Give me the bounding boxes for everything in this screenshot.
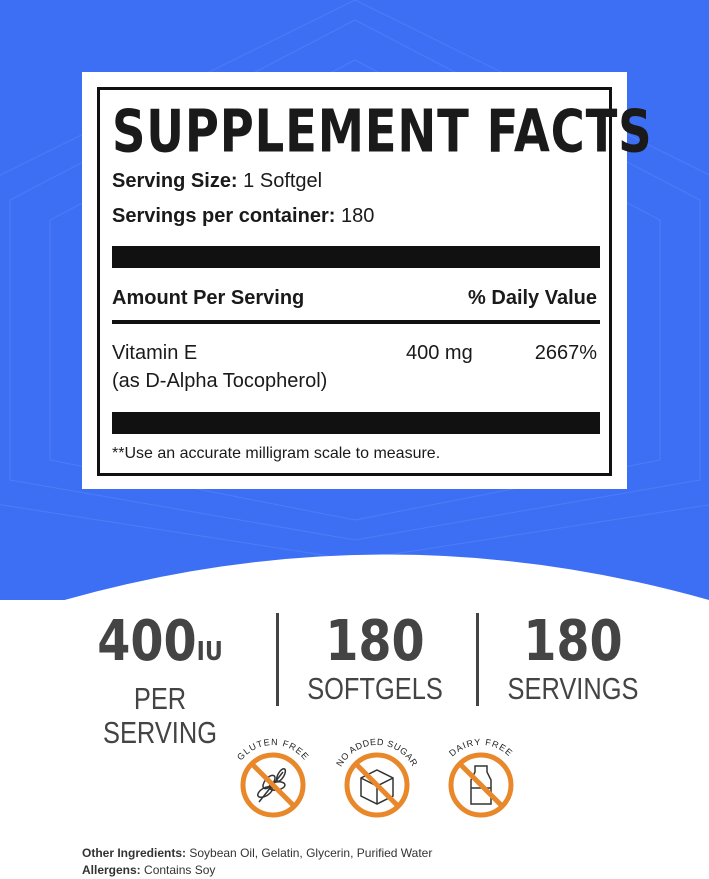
wheat-icon — [257, 768, 287, 803]
badge-label: GLUTEN FREE — [235, 737, 310, 762]
thick-divider — [112, 246, 600, 268]
stat-value: 400 — [97, 609, 197, 674]
divider — [112, 320, 600, 324]
dv-header: % Daily Value — [468, 287, 597, 309]
serving-size-value: 1 Softgel — [243, 170, 323, 192]
servings-label: Servings per container: — [112, 205, 336, 227]
allergens-value: Contains Soy — [144, 863, 216, 877]
stat-divider — [276, 613, 279, 706]
stat-per-serving: 400IU PER SERVING — [60, 612, 260, 750]
allergens: Allergens: Contains Soy — [82, 863, 215, 877]
other-ingredients-label: Other Ingredients: — [82, 846, 187, 860]
prohibition-circle — [448, 752, 514, 818]
servings-value: 180 — [340, 205, 375, 227]
ingredient-name: Vitamin E — [112, 342, 198, 364]
ingredient-source: (as D-Alpha Tocopherol) — [112, 370, 328, 392]
ingredient-dv: 2667% — [534, 342, 597, 364]
footnote: **Use an accurate milligram scale to mea… — [112, 445, 441, 462]
prohibition-circle — [240, 752, 306, 818]
allergens-label: Allergens: — [82, 863, 141, 877]
svg-text:GLUTEN FREE: GLUTEN FREE — [235, 737, 311, 762]
stat-value: 180 — [523, 609, 623, 674]
stat-value: 180 — [325, 609, 425, 674]
stat-servings: 180 SERVINGS — [473, 612, 673, 706]
gluten-free-badge: GLUTEN FREE — [235, 737, 311, 818]
amount-header: Amount Per Serving — [112, 287, 305, 309]
prohibition-circle — [344, 752, 410, 818]
ingredient-amount: 400 mg — [406, 342, 473, 364]
badges: GLUTEN FREE NO ADDED SUGAR DAIRY FREE — [235, 737, 514, 818]
serving-size-label: Serving Size: — [112, 170, 238, 192]
stat-label: SOFTGELS — [307, 671, 443, 706]
stat-label: SERVINGS — [507, 671, 639, 706]
stat-label: PER SERVING — [103, 681, 217, 750]
stat-softgels: 180 SOFTGELS — [275, 612, 475, 706]
dairy-free-badge: DAIRY FREE — [447, 737, 514, 818]
thick-divider — [112, 412, 600, 434]
label-title: SUPPLEMENT FACTS — [112, 98, 653, 167]
label-border: SUPPLEMENT FACTS Serving Size: 1 Softgel… — [97, 87, 653, 476]
stat-divider — [476, 613, 479, 706]
no-added-sugar-badge: NO ADDED SUGAR — [334, 737, 419, 818]
supplement-facts-label: SUPPLEMENT FACTS Serving Size: 1 Softgel… — [82, 72, 653, 489]
stat-unit: IU — [196, 637, 223, 667]
other-ingredients: Other Ingredients: Soybean Oil, Gelatin,… — [82, 846, 432, 860]
other-ingredients-value: Soybean Oil, Gelatin, Glycerin, Purified… — [189, 846, 433, 860]
